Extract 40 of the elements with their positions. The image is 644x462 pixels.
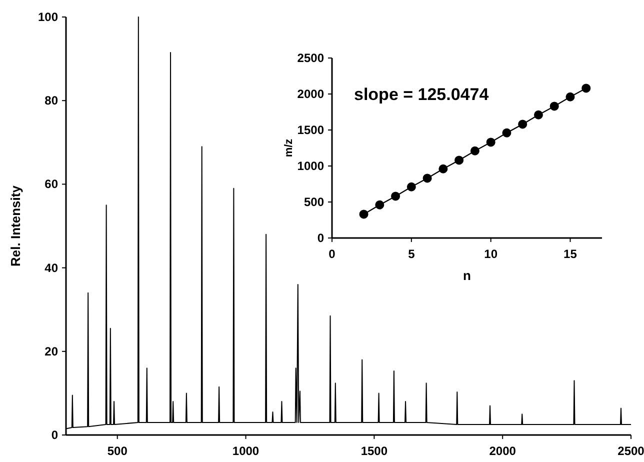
y-tick-label: 2000 xyxy=(297,87,324,101)
x-tick-label: 0 xyxy=(328,247,336,261)
x-tick-label: 15 xyxy=(564,247,578,261)
point xyxy=(391,192,400,201)
point xyxy=(582,84,591,93)
point xyxy=(534,110,543,120)
x-tick-label: 10 xyxy=(484,247,498,261)
x-tick-label: 1000 xyxy=(232,444,260,458)
point xyxy=(406,182,416,192)
y-tick-label: 0 xyxy=(317,231,324,245)
y-tick-label: 80 xyxy=(44,94,58,108)
x-tick-label: 5 xyxy=(408,247,416,261)
point xyxy=(454,156,464,165)
y-tick-label: 20 xyxy=(44,344,58,358)
y-tick-label: 1500 xyxy=(297,123,324,137)
point xyxy=(470,146,480,156)
x-tick-label: 500 xyxy=(107,444,128,458)
point xyxy=(550,102,559,111)
y-axis-title: Rel. Intensity xyxy=(8,184,23,266)
x-tick-label: 1500 xyxy=(360,444,388,458)
y-tick-label: 40 xyxy=(44,260,58,275)
point xyxy=(502,128,512,138)
point xyxy=(438,164,448,174)
y-tick-label: 1000 xyxy=(297,159,324,173)
y-axis-title: m/z xyxy=(283,138,295,158)
x-tick-label: 2000 xyxy=(489,444,516,458)
point xyxy=(422,174,432,183)
annotation: slope = 125.0474 xyxy=(354,85,490,104)
point xyxy=(486,138,496,147)
point xyxy=(359,210,368,219)
x-axis-title: n xyxy=(463,268,472,283)
point xyxy=(375,200,384,210)
y-tick-label: 0 xyxy=(51,428,58,442)
y-tick-label: 60 xyxy=(44,177,58,192)
point xyxy=(518,120,528,129)
point xyxy=(566,92,575,102)
y-tick-label: 100 xyxy=(38,10,58,24)
y-tick-label: 2500 xyxy=(297,51,324,65)
x-tick-label: 2500 xyxy=(618,444,644,458)
y-tick-label: 500 xyxy=(304,195,324,209)
